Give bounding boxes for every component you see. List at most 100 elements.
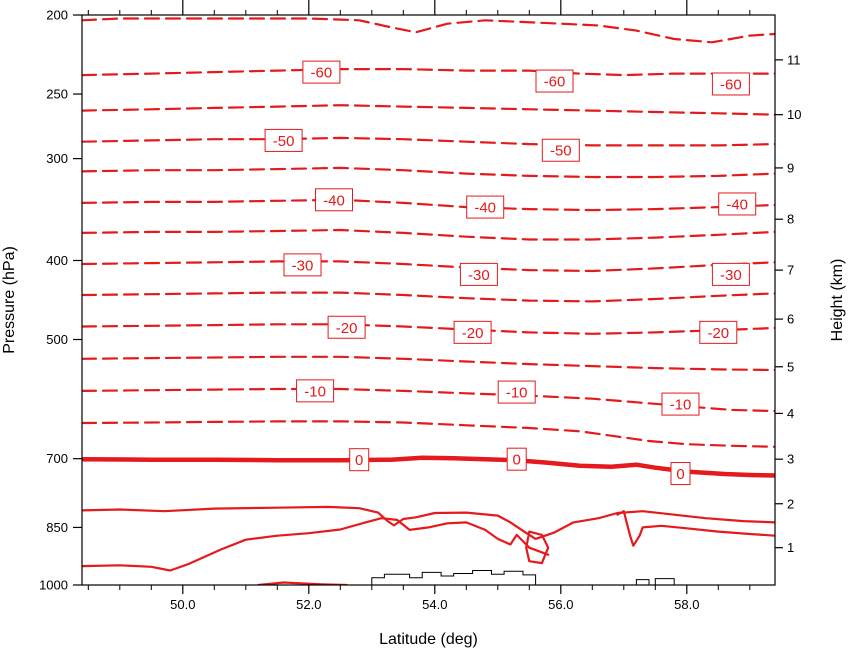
pressure-tick-label: 300 <box>46 151 68 166</box>
x-tick-label: 58.0 <box>674 597 699 612</box>
contour-label-text: -30 <box>468 267 490 284</box>
contour-label: -10 <box>661 392 700 416</box>
contour-label-text: -30 <box>292 257 314 274</box>
contour-label-text: -20 <box>462 325 484 342</box>
height-tick-label: 3 <box>787 452 794 467</box>
contour-label-box <box>302 60 341 84</box>
contour-label-text: -60 <box>720 76 742 93</box>
contour-line--5 <box>82 420 775 448</box>
contour-label: -60 <box>302 60 341 84</box>
contour-label-box <box>670 462 691 486</box>
contour-label-text: -60 <box>544 74 566 91</box>
contour-label: -50 <box>541 138 580 162</box>
pressure-tick-label: 200 <box>46 8 68 23</box>
contour-label-text: -10 <box>506 385 528 402</box>
contour-label: -30 <box>459 262 498 286</box>
contour-line--10 <box>82 387 775 413</box>
pressure-axis-title: Pressure (hPa) <box>1 246 18 354</box>
contour-label-box <box>497 380 536 404</box>
x-tick-label: 54.0 <box>422 597 447 612</box>
height-tick-label: 8 <box>787 212 794 227</box>
contour-label-box <box>699 320 738 344</box>
contour-label: 0 <box>670 462 691 486</box>
contour-label-box <box>327 315 366 339</box>
height-tick-label: 4 <box>787 406 794 421</box>
contour-label-text: -40 <box>323 192 345 209</box>
height-tick-label: 7 <box>787 263 794 278</box>
contour-label-text: -10 <box>670 397 692 414</box>
contour-label-box <box>711 72 750 96</box>
height-axis-title: Height (km) <box>829 259 846 342</box>
contour-label: -40 <box>466 195 505 219</box>
contour-line--65 <box>82 17 775 44</box>
contour-line-10b <box>616 510 775 547</box>
contour-line--40 <box>82 198 775 212</box>
contour-label-text: -20 <box>707 325 729 342</box>
x-axis-ticks: 50.0 52.0 54.0 56.0 58.0 <box>87 0 751 612</box>
contour-line--35 <box>82 228 775 241</box>
contour-line--25 <box>82 291 775 303</box>
contour-line--57 <box>82 104 775 116</box>
height-tick-label: 11 <box>787 52 801 67</box>
contour-line--60 <box>82 68 775 77</box>
contour-label-box <box>264 128 303 152</box>
contour-label-box <box>711 262 750 286</box>
contour-labels: -60 -60 -60 -50 -50 -40 -40 -40 -30 -30 -30 -20 -20 -… <box>264 60 757 486</box>
contour-label: -30 <box>283 253 322 277</box>
contour-label: -20 <box>453 320 492 344</box>
contour-label-text: -40 <box>474 200 496 217</box>
contour-label-text: -30 <box>720 267 742 284</box>
contour-label: 0 <box>349 448 370 472</box>
contour-line--45 <box>82 166 775 179</box>
contour-label: -40 <box>718 192 757 216</box>
contour-label: -20 <box>327 315 366 339</box>
x-tick-label: 52.0 <box>296 597 321 612</box>
height-tick-label: 9 <box>787 160 794 175</box>
height-tick-label: 1 <box>787 540 794 555</box>
contour-label-text: 0 <box>676 466 684 483</box>
height-tick-label: 10 <box>787 107 801 122</box>
pressure-tick-label: 500 <box>46 332 68 347</box>
contour-label-text: -50 <box>550 143 572 160</box>
contour-label: -50 <box>264 128 303 152</box>
contour-label-text: -50 <box>273 133 295 150</box>
terrain-outline-2 <box>635 579 650 585</box>
contour-line-10 <box>82 517 550 572</box>
contour-label-box <box>541 138 580 162</box>
contour-label: -60 <box>711 72 750 96</box>
contour-label-box <box>718 192 757 216</box>
height-tick-label: 2 <box>787 496 794 511</box>
pressure-tick-label: 700 <box>46 451 68 466</box>
pressure-axis-ticks: 200 250 300 400 500 700 850 1000 <box>39 8 82 593</box>
contour-label-text: 0 <box>513 452 521 469</box>
contour-label-box <box>506 447 527 471</box>
height-tick-label: 5 <box>787 359 794 374</box>
pressure-tick-label: 250 <box>46 87 68 102</box>
contour-line--30 <box>82 260 775 273</box>
contour-label-text: -60 <box>311 65 333 82</box>
contour-label: -40 <box>315 188 353 212</box>
height-axis-ticks: 1 2 3 4 5 6 7 8 9 10 11 <box>775 52 801 555</box>
contour-line--20 <box>82 323 775 335</box>
contour-label: -20 <box>699 320 738 344</box>
contour-label: -10 <box>497 380 536 404</box>
terrain-outline-3 <box>654 578 675 585</box>
contour-label-text: -40 <box>726 196 748 213</box>
contour-label-text: -10 <box>304 383 326 400</box>
terrain-outline-1 <box>371 570 537 585</box>
contour-label-box <box>453 320 492 344</box>
contour-label-box <box>661 392 700 416</box>
contour-lines <box>82 17 775 585</box>
contour-line-5b <box>525 530 550 565</box>
pressure-tick-label: 1000 <box>39 578 68 593</box>
contour-label-box <box>466 195 505 219</box>
contour-label-box <box>315 188 353 212</box>
contour-label-box <box>535 69 574 93</box>
contour-label-text: -20 <box>336 320 358 337</box>
plot-frame <box>81 14 776 586</box>
height-tick-label: 6 <box>787 312 794 327</box>
contour-line--15 <box>82 355 775 372</box>
contour-line--50 <box>82 136 775 147</box>
pressure-tick-label: 400 <box>46 253 68 268</box>
